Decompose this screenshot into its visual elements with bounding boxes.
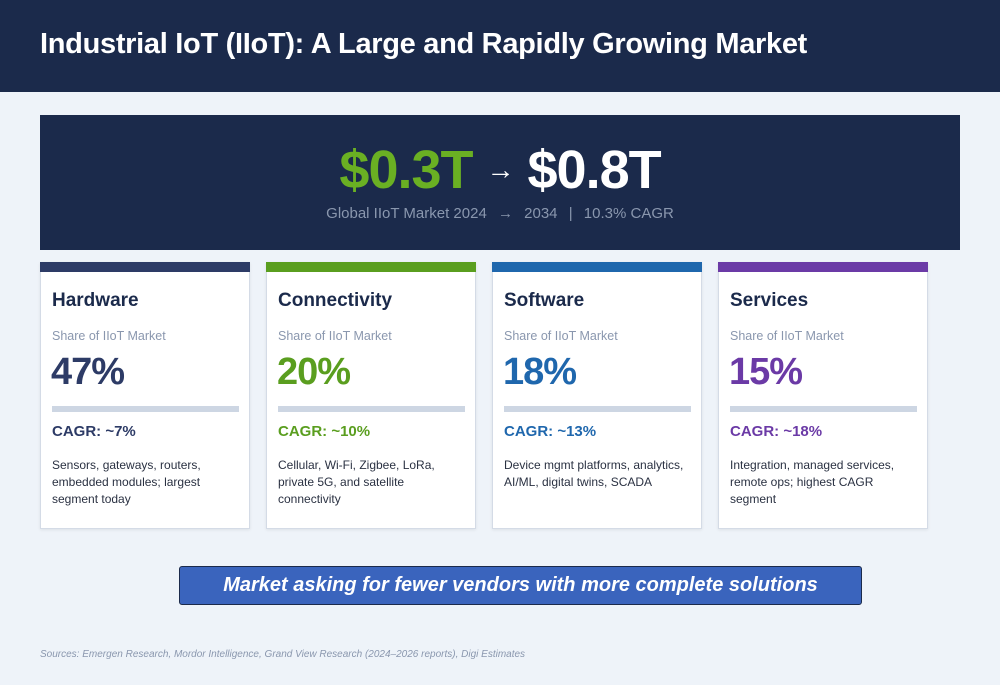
segment-share-value: 20% — [277, 351, 351, 393]
segment-accent-bar — [40, 262, 250, 272]
subtitle-separator: | — [568, 205, 573, 222]
segment-description: Sensors, gateways, routers, embedded mod… — [52, 458, 201, 506]
segment-accent-bar — [492, 262, 702, 272]
segment-divider — [730, 406, 917, 412]
segment-title: Hardware — [52, 290, 139, 311]
segment-share-value: 47% — [51, 351, 125, 393]
segment-description: Integration, managed services, remote op… — [730, 458, 895, 506]
market-size-2024: $0.3T — [339, 140, 473, 200]
sources-footnote: Sources: Emergen Research, Mordor Intell… — [40, 649, 526, 660]
segment-title: Services — [730, 290, 809, 311]
segment-cagr: CAGR: ~13% — [504, 423, 597, 440]
segment-divider — [504, 406, 691, 412]
segment-title: Software — [504, 290, 585, 311]
market-size-2034: $0.8T — [527, 140, 662, 200]
subtitle-cagr: 10.3% CAGR — [583, 205, 674, 222]
key-insight-banner: Market asking for fewer vendors with mor… — [179, 566, 862, 605]
segment-share-label: Share of IIoT Market — [504, 329, 618, 343]
segment-share-value: 15% — [729, 351, 803, 393]
market-size-values: $0.3T → $0.8T — [40, 139, 960, 201]
segment-title: Connectivity — [278, 290, 393, 311]
segment-cagr: CAGR: ~18% — [730, 423, 823, 440]
segment-accent-bar — [718, 262, 928, 272]
segment-share-label: Share of IIoT Market — [52, 329, 166, 343]
arrow-right-icon: → — [486, 153, 515, 185]
segment-share-value: 18% — [503, 351, 577, 393]
segment-share-label: Share of IIoT Market — [278, 329, 392, 343]
segment-card-hardware: Hardware Share of IIoT Market 47% CAGR: … — [40, 262, 250, 529]
segment-cagr: CAGR: ~7% — [52, 423, 136, 440]
market-size-subtitle: Global IIoT Market 2024 → 2034 | 10.3% C… — [40, 205, 960, 222]
segment-card-connectivity: Connectivity Share of IIoT Market 20% CA… — [266, 262, 476, 529]
segment-divider — [278, 406, 465, 412]
market-size-hero: $0.3T → $0.8T Global IIoT Market 2024 → 20… — [40, 115, 960, 250]
subtitle-end-year: 2034 — [524, 205, 558, 222]
segment-description: Cellular, Wi-Fi, Zigbee, LoRa, private 5… — [278, 458, 435, 506]
subtitle-market-label: Global IIoT Market 2024 — [326, 205, 487, 222]
segment-cagr: CAGR: ~10% — [278, 423, 371, 440]
segment-card-software: Software Share of IIoT Market 18% CAGR: … — [492, 262, 702, 529]
segment-description: Device mgmt platforms, analytics, AI/ML,… — [504, 458, 684, 489]
segment-divider — [52, 406, 239, 412]
segment-accent-bar — [266, 262, 476, 272]
header-bar: Industrial IoT (IIoT): A Large and Rapid… — [0, 0, 1000, 92]
segment-share-label: Share of IIoT Market — [730, 329, 844, 343]
segment-card-services: Services Share of IIoT Market 15% CAGR: … — [718, 262, 928, 529]
arrow-right-icon: → — [497, 205, 513, 222]
page-title: Industrial IoT (IIoT): A Large and Rapid… — [40, 28, 808, 60]
